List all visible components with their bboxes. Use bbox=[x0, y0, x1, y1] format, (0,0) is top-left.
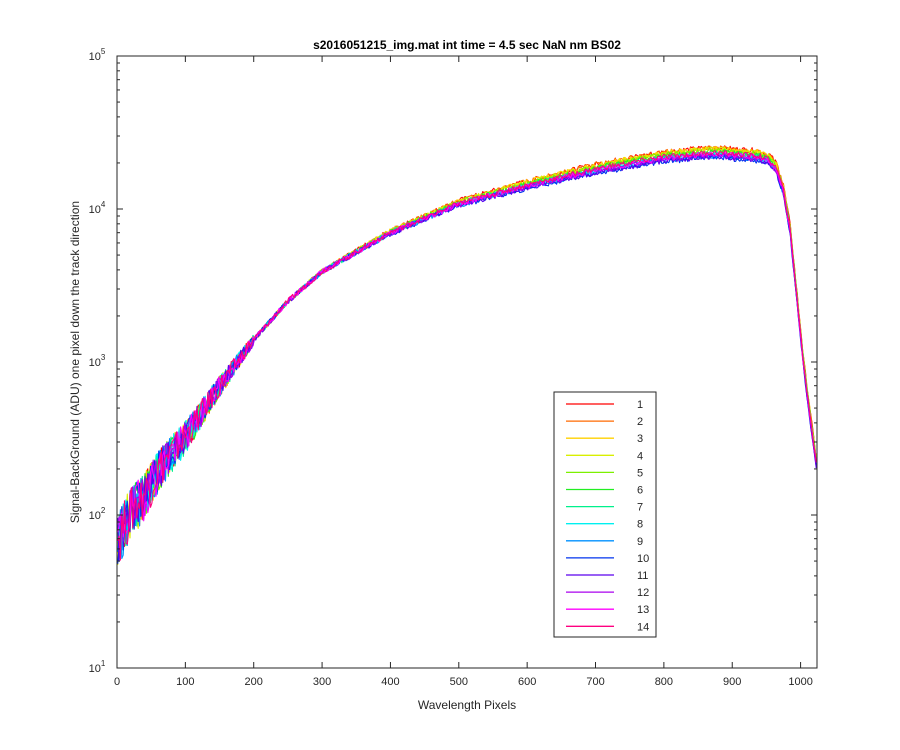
x-tick-label: 900 bbox=[723, 676, 741, 688]
series-line-14 bbox=[117, 150, 817, 561]
series-layer bbox=[117, 145, 817, 566]
x-tick-label: 400 bbox=[381, 676, 399, 688]
y-tick-exponent: 4 bbox=[101, 200, 106, 209]
y-tick-label: 103 bbox=[89, 353, 106, 369]
legend-label: 5 bbox=[637, 467, 643, 479]
legend-label: 2 bbox=[637, 416, 643, 428]
y-tick-exponent: 2 bbox=[101, 506, 106, 515]
y-tick-base: 10 bbox=[89, 510, 101, 522]
legend-label: 9 bbox=[637, 536, 643, 548]
y-tick-label: 104 bbox=[89, 200, 106, 216]
y-tick-base: 10 bbox=[89, 663, 101, 675]
x-tick-label: 100 bbox=[176, 676, 194, 688]
y-tick-base: 10 bbox=[89, 204, 101, 216]
series-line-11 bbox=[117, 153, 817, 562]
legend-label: 10 bbox=[637, 553, 649, 565]
legend-label: 11 bbox=[637, 570, 648, 582]
x-axis-label: Wavelength Pixels bbox=[418, 698, 516, 712]
legend-label: 3 bbox=[637, 433, 643, 445]
legend-label: 1 bbox=[637, 399, 643, 411]
legend-label: 12 bbox=[637, 587, 649, 599]
legend-label: 6 bbox=[637, 485, 643, 497]
y-tick-exponent: 3 bbox=[101, 353, 106, 362]
legend-box bbox=[553, 391, 657, 638]
y-tick-exponent: 5 bbox=[101, 47, 106, 56]
legend-label: 14 bbox=[637, 621, 649, 633]
x-tick-label: 700 bbox=[586, 676, 604, 688]
y-tick-label: 105 bbox=[89, 47, 106, 63]
x-tick-label: 600 bbox=[518, 676, 536, 688]
chart-title: s2016051215_img.mat int time = 4.5 sec N… bbox=[313, 38, 621, 52]
legend-label: 8 bbox=[637, 519, 643, 531]
legend-label: 13 bbox=[637, 604, 649, 616]
x-tick-label: 800 bbox=[655, 676, 673, 688]
x-tick-label: 300 bbox=[313, 676, 331, 688]
y-tick-label: 102 bbox=[89, 506, 106, 522]
y-axis-label: Signal-BackGround (ADU) one pixel down t… bbox=[68, 201, 82, 523]
x-tick-label: 1000 bbox=[788, 676, 812, 688]
x-tick-label: 0 bbox=[114, 676, 120, 688]
y-tick-base: 10 bbox=[89, 357, 101, 369]
legend-label: 7 bbox=[637, 502, 643, 514]
x-tick-label: 500 bbox=[450, 676, 468, 688]
legend-label: 4 bbox=[637, 450, 643, 462]
y-tick-label: 101 bbox=[89, 659, 106, 675]
x-ticks: 0 100 200 300 400 500 600 700 800 900 1000 bbox=[114, 56, 813, 688]
y-tick-exponent: 1 bbox=[101, 659, 106, 668]
x-tick-label: 200 bbox=[245, 676, 263, 688]
y-tick-base: 10 bbox=[89, 51, 101, 63]
